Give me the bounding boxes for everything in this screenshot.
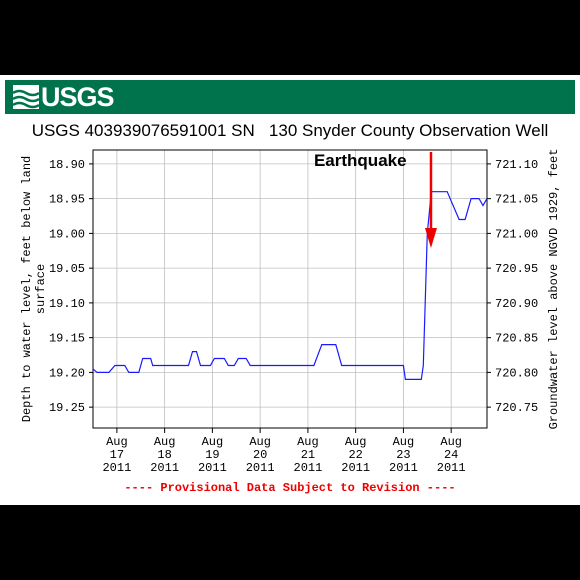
x-tick-label: 2011 [150, 461, 179, 475]
water-level-line [92, 191, 488, 380]
x-tick-label: Aug [345, 435, 367, 449]
x-tick-label: 2011 [294, 461, 323, 475]
usgs-wave-icon [13, 85, 39, 109]
y-tick-label-right: 721.05 [495, 193, 538, 207]
left-axis-label-line2: surface [34, 264, 48, 314]
y-tick-label-left: 19.00 [49, 227, 85, 241]
x-tick-label: Aug [393, 435, 415, 449]
x-tick-label: 2011 [341, 461, 370, 475]
x-tick-label: Aug [202, 435, 224, 449]
plot-area [92, 149, 488, 429]
x-tick-label: 18 [157, 448, 171, 462]
x-tick-label: 2011 [437, 461, 466, 475]
x-tick-label: 20 [253, 448, 267, 462]
y-tick-label-right: 721.10 [495, 158, 538, 172]
x-tick-label: Aug [249, 435, 271, 449]
y-tick-label-right: 720.90 [495, 297, 538, 311]
y-tick-label-left: 19.20 [49, 366, 85, 380]
right-axis-label: Groundwater level above NGVD 1929, feet [547, 149, 561, 430]
axis-ticks: 18.90 721.10 18.95 721.05 19.00 721.00 19.05 72… [49, 158, 538, 475]
grid-lines [93, 150, 487, 428]
x-tick-label: Aug [154, 435, 176, 449]
x-tick-label: Aug [440, 435, 462, 449]
x-tick-label: Aug [297, 435, 319, 449]
usgs-logo-text: USGS [41, 81, 115, 112]
earthquake-arrow [424, 152, 437, 248]
usgs-banner: USGS [5, 80, 575, 114]
left-axis-label: Depth to water level, feet below land [20, 156, 34, 422]
x-tick-label: 24 [444, 448, 458, 462]
x-tick-label: 17 [110, 448, 124, 462]
provisional-footer: ---- Provisional Data Subject to Revisio… [124, 481, 455, 495]
y-tick-label-right: 720.80 [495, 366, 538, 380]
x-tick-label: 2011 [389, 461, 418, 475]
x-tick-label: 22 [348, 448, 362, 462]
x-tick-label: 2011 [198, 461, 227, 475]
y-tick-label-left: 19.10 [49, 297, 85, 311]
y-tick-label-left: 19.15 [49, 332, 85, 346]
y-tick-label-right: 720.75 [495, 401, 538, 415]
arrow-head [424, 228, 437, 248]
y-tick-label-right: 721.00 [495, 227, 538, 241]
usgs-logo: USGS [13, 81, 115, 112]
y-tick-label-left: 19.05 [49, 262, 85, 276]
y-tick-label-left: 19.25 [49, 401, 85, 415]
y-tick-label-right: 720.95 [495, 262, 538, 276]
y-tick-label-left: 18.90 [49, 158, 85, 172]
x-tick-label: Aug [106, 435, 128, 449]
y-tick-label-right: 720.85 [495, 332, 538, 346]
y-tick-label-left: 18.95 [49, 193, 85, 207]
x-tick-label: 19 [205, 448, 219, 462]
x-tick-label: 2011 [102, 461, 131, 475]
x-tick-label: 21 [301, 448, 315, 462]
x-tick-label: 2011 [246, 461, 275, 475]
x-tick-label: 23 [396, 448, 410, 462]
chart-title: USGS 403939076591001 SN 130 Snyder Count… [31, 121, 549, 140]
earthquake-annotation: Earthquake [314, 151, 407, 170]
chart-frame: USGS USGS 403939076591001 SN 130 Snyder … [0, 75, 580, 505]
